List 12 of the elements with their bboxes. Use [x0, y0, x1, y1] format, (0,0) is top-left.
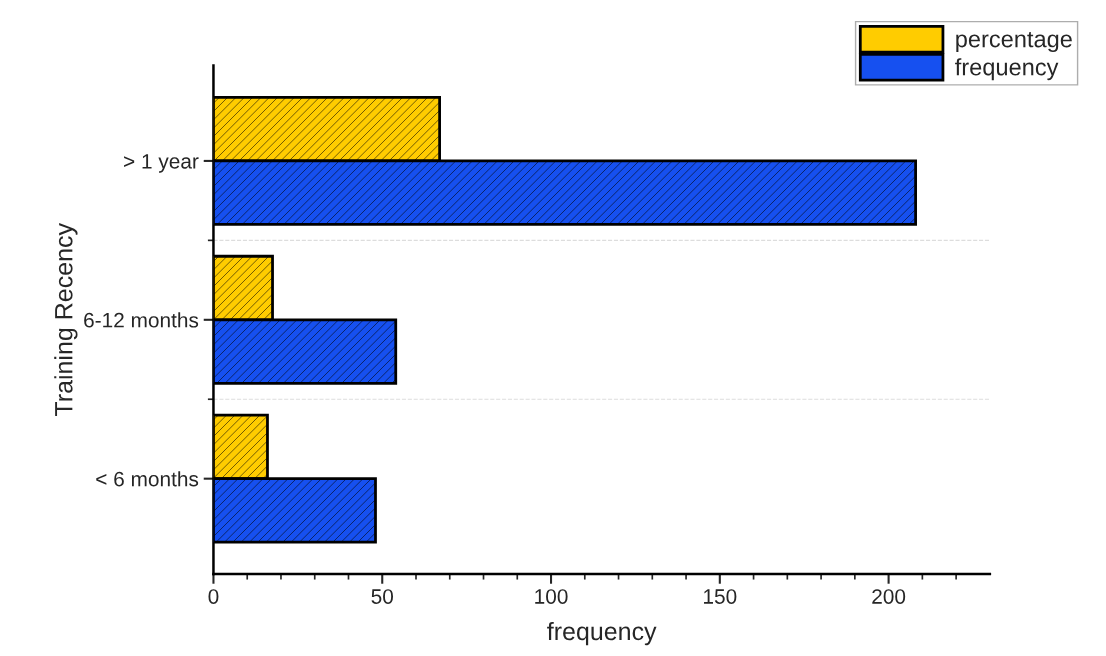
y-axis-title: Training Recency	[54, 223, 78, 417]
legend-label: percentage	[956, 31, 1072, 53]
y-tick-label: > 1 year	[124, 154, 199, 173]
y-tick-label: < 6 months	[96, 471, 199, 487]
x-tick-label: 200	[872, 589, 906, 604]
legend-label: frequency	[955, 58, 1059, 81]
x-axis-title: frequency	[547, 621, 657, 646]
x-tick-label: 100	[535, 589, 568, 604]
x-tick-label: 0	[208, 589, 219, 604]
x-tick-label: 150	[704, 589, 737, 604]
y-tick-label: 6-12 months	[84, 312, 199, 328]
x-tick-label: 50	[371, 589, 394, 604]
